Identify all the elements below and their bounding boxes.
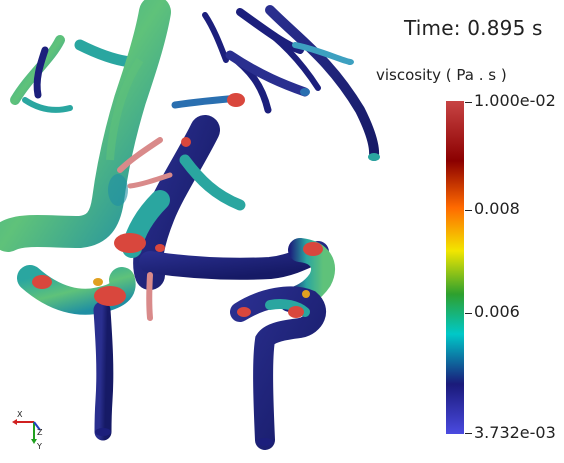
colorbar-tick-006	[465, 313, 472, 314]
colorbar-title: viscosity ( Pa . s )	[376, 66, 507, 84]
vessel-end-caps	[95, 59, 380, 446]
axis-z-label: Z	[37, 428, 43, 437]
colorbar-tick-max	[465, 102, 472, 103]
main-vessel-trunk	[0, 0, 171, 252]
colorbar-label-max: 1.000e-02	[474, 91, 556, 110]
colorbar-label-min: 3.732e-03	[474, 423, 556, 442]
colorbar-tick-min	[465, 433, 472, 434]
lower-right-vessels	[230, 286, 327, 450]
colorbar-label-008: 0.008	[474, 199, 520, 218]
high-viscosity-regions	[32, 93, 323, 318]
orientation-axes: X Z Y	[12, 410, 43, 451]
colorbar-tick-008	[465, 210, 472, 211]
axis-x-label: X	[17, 410, 23, 419]
colorbar-gradient	[446, 101, 464, 434]
time-readout: Time: 0.895 s	[404, 16, 543, 40]
right-branch-vessels	[202, 5, 380, 161]
axis-y-label: Y	[36, 442, 42, 451]
colorbar-label-006: 0.006	[474, 302, 520, 321]
upper-left-vessels	[10, 35, 136, 113]
